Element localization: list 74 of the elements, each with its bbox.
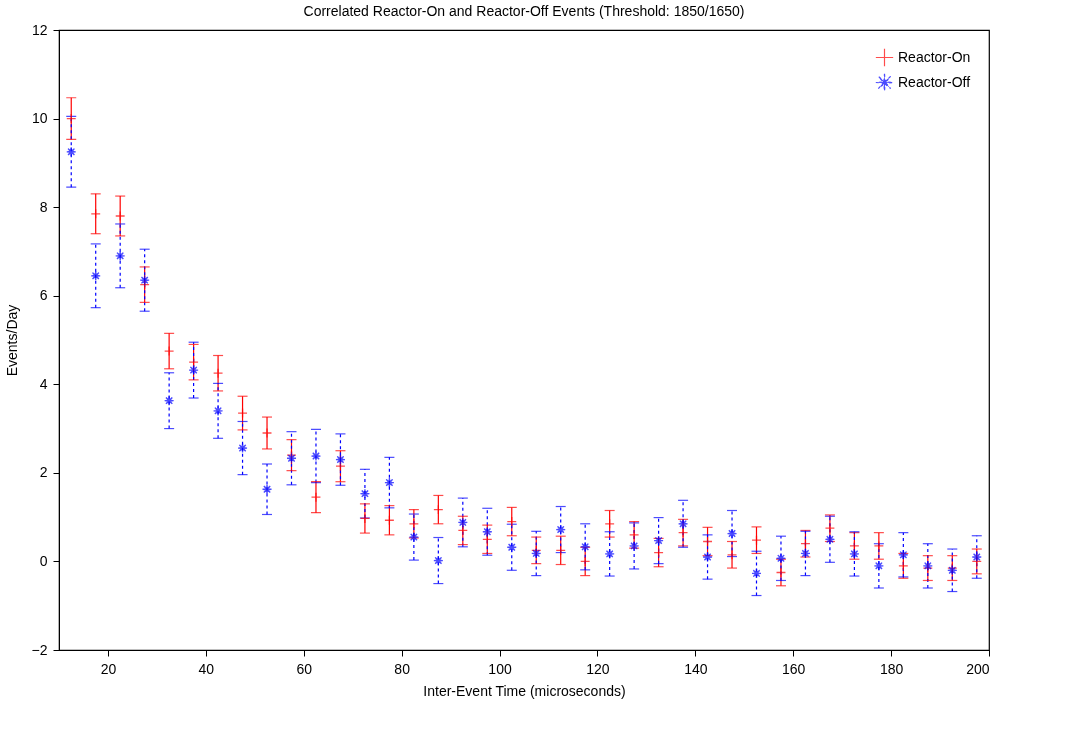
point — [873, 560, 884, 571]
y-tick-label: 2 — [39, 464, 48, 481]
y-tick-label: 0 — [39, 552, 48, 569]
point — [849, 540, 860, 552]
point — [237, 407, 248, 419]
point — [629, 529, 640, 540]
point — [849, 548, 860, 560]
point — [800, 548, 811, 559]
point — [604, 548, 615, 560]
point — [702, 551, 713, 563]
point — [335, 454, 346, 465]
point — [359, 488, 371, 499]
point — [384, 477, 395, 488]
point — [261, 484, 273, 495]
x-tick-label: 100 — [488, 660, 512, 677]
x-tick-label: 200 — [966, 660, 990, 677]
legend-label: Reactor-On — [898, 48, 971, 65]
point — [629, 540, 640, 552]
x-tick-label: 120 — [586, 660, 610, 677]
point — [359, 513, 371, 524]
point — [898, 549, 909, 560]
y-tick-label: −2 — [31, 641, 48, 658]
point — [66, 146, 77, 157]
y-tick-label: 8 — [39, 198, 48, 215]
point — [408, 531, 419, 543]
point — [139, 275, 150, 286]
point — [310, 450, 322, 462]
y-tick-label: 4 — [39, 375, 48, 392]
point — [555, 524, 566, 535]
point — [261, 427, 273, 439]
point — [775, 567, 787, 578]
point — [726, 549, 738, 560]
y-tick-label: 6 — [39, 287, 48, 304]
y-axis-title: Events/Day — [3, 304, 20, 377]
point — [164, 395, 175, 406]
point — [653, 535, 664, 546]
point — [971, 551, 982, 563]
point — [115, 210, 126, 222]
point — [310, 492, 322, 503]
point — [90, 270, 101, 281]
point — [237, 442, 248, 454]
point — [824, 523, 836, 534]
point — [188, 357, 199, 368]
x-tick-label: 20 — [100, 660, 117, 677]
point — [482, 526, 493, 537]
point — [580, 541, 591, 552]
chart-title: Correlated Reactor-On and Reactor-Off Events (Threshold: 1850/1650) — [303, 3, 745, 19]
x-tick-label: 80 — [394, 660, 411, 677]
point — [115, 250, 126, 261]
point — [212, 405, 224, 416]
point — [726, 528, 738, 539]
x-axis-title: Inter-Event Time (microseconds) — [423, 682, 626, 699]
y-tick-label: 10 — [31, 110, 48, 127]
point — [898, 560, 909, 571]
point — [408, 518, 419, 529]
point — [433, 555, 444, 566]
x-tick-label: 160 — [782, 660, 806, 677]
y-tick-label: 12 — [31, 21, 48, 38]
point — [212, 368, 224, 379]
point — [824, 534, 836, 545]
point — [677, 527, 689, 538]
point — [457, 517, 468, 528]
x-tick-label: 60 — [296, 660, 313, 677]
point — [775, 553, 787, 564]
x-tick-label: 140 — [684, 660, 708, 677]
point — [188, 364, 199, 376]
point — [164, 345, 175, 357]
point — [751, 568, 762, 579]
x-tick-label: 40 — [198, 660, 215, 677]
legend-label: Reactor-Off — [898, 73, 971, 90]
point — [677, 518, 689, 529]
point — [873, 540, 884, 552]
point — [506, 542, 517, 553]
x-tick-label: 180 — [879, 660, 904, 677]
